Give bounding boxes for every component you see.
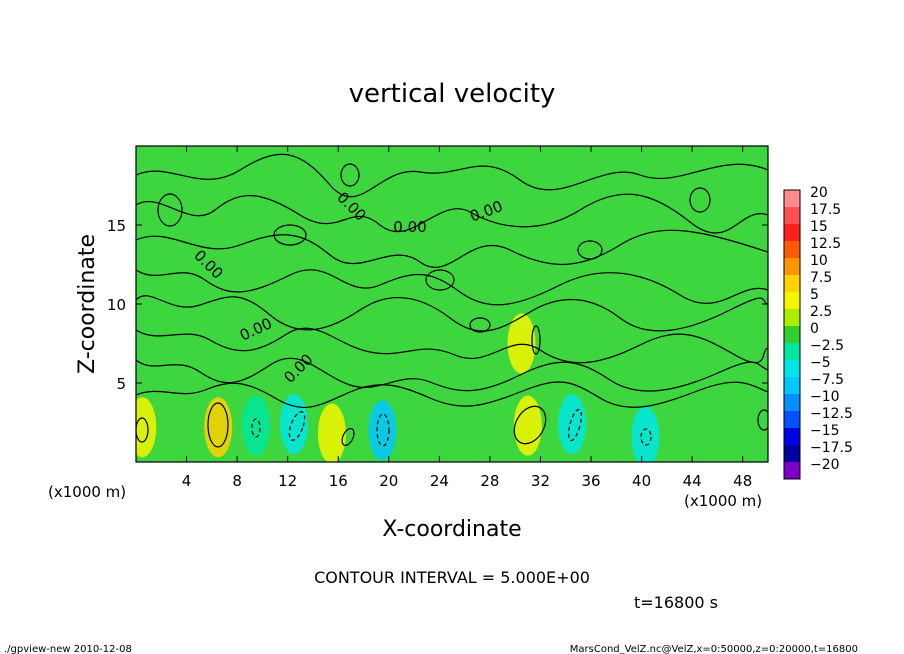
- x-axis-label: X-coordinate: [382, 517, 521, 542]
- colorbar-swatch: [784, 292, 800, 309]
- colorbar-label: −12.5: [810, 406, 853, 422]
- plot-background: [136, 146, 768, 462]
- time-label: t=16800 s: [634, 593, 718, 612]
- velocity-feature: [280, 394, 308, 455]
- velocity-feature: [136, 397, 157, 458]
- colorbar-label: 5: [810, 287, 819, 303]
- colorbar-swatch: [784, 377, 800, 394]
- colorbar-swatch: [784, 462, 800, 479]
- colorbar-label: −7.5: [810, 372, 844, 388]
- velocity-feature: [558, 394, 587, 455]
- velocity-feature: [242, 395, 271, 456]
- colorbar-swatch: [784, 445, 800, 462]
- footer-right: MarsCond_VelZ.nc@VelZ,x=0:50000,z=0:2000…: [570, 644, 858, 654]
- colorbar-label: 15: [810, 219, 828, 235]
- y-tick-label: 15: [107, 217, 126, 235]
- colorbar: 2017.51512.5107.552.50−2.5−5−7.5−10−12.5…: [783, 185, 853, 480]
- footer-left: ./gpview-new 2010-12-08: [4, 644, 132, 654]
- x-axis-unit-right: (x1000 m): [684, 492, 762, 510]
- contour-label: 0.00: [393, 218, 426, 236]
- colorbar-swatch: [784, 241, 800, 258]
- colorbar-label: −10: [810, 389, 840, 405]
- x-tick-label: 24: [430, 472, 449, 490]
- contour-interval: CONTOUR INTERVAL = 5.000E+00: [314, 568, 590, 587]
- colorbar-swatch: [784, 394, 800, 411]
- x-tick-label: 44: [683, 472, 702, 490]
- x-tick-label: 28: [480, 472, 499, 490]
- colorbar-label: 2.5: [810, 304, 832, 320]
- x-axis-unit-left: (x1000 m): [48, 483, 126, 501]
- velocity-feature: [317, 403, 346, 462]
- colorbar-swatch: [784, 360, 800, 377]
- y-axis-label: Z-coordinate: [75, 234, 100, 374]
- colorbar-swatch: [784, 343, 800, 360]
- colorbar-swatch: [784, 190, 800, 207]
- x-tick-label: 8: [232, 472, 242, 490]
- colorbar-label: −5: [810, 355, 831, 371]
- colorbar-swatch: [784, 309, 800, 326]
- colorbar-label: −17.5: [810, 440, 853, 456]
- colorbar-label: −15: [810, 423, 840, 439]
- x-tick-label: 40: [632, 472, 651, 490]
- x-tick-label: 32: [531, 472, 550, 490]
- x-tick-label: 12: [278, 472, 297, 490]
- colorbar-label: 10: [810, 253, 828, 269]
- colorbar-label: 20: [810, 185, 828, 201]
- colorbar-swatch: [784, 326, 800, 343]
- plot-features: [136, 313, 660, 462]
- colorbar-swatch: [784, 275, 800, 292]
- negative-contours: [251, 408, 652, 447]
- y-tick-label: 5: [116, 375, 126, 393]
- colorbar-label: −20: [810, 457, 840, 473]
- x-tick-label: 16: [329, 472, 348, 490]
- velocity-feature: [507, 313, 536, 374]
- colorbar-swatch: [784, 428, 800, 445]
- colorbar-swatch: [784, 224, 800, 241]
- colorbar-swatch: [784, 411, 800, 428]
- colorbar-label: −2.5: [810, 338, 844, 354]
- x-tick-label: 36: [581, 472, 600, 490]
- y-axis: 5 10 15: [107, 217, 768, 393]
- chart-title: vertical velocity: [349, 79, 556, 109]
- x-axis: 4 8 12 16 20 24 28 32 36 40 44 48: [182, 146, 752, 490]
- x-tick-label: 20: [379, 472, 398, 490]
- colorbar-swatch: [784, 258, 800, 275]
- velocity-feature: [631, 406, 660, 462]
- colorbar-label: 7.5: [810, 270, 832, 286]
- colorbar-label: 0: [810, 321, 819, 337]
- y-tick-label: 10: [107, 296, 126, 314]
- colorbar-label: 12.5: [810, 236, 841, 252]
- colorbar-frame: [783, 189, 801, 480]
- colorbar-label: 17.5: [810, 202, 841, 218]
- colorbar-swatch: [784, 207, 800, 224]
- velocity-feature: [368, 400, 397, 461]
- x-tick-label: 4: [182, 472, 192, 490]
- contour-lines: [136, 153, 768, 448]
- x-tick-label: 48: [733, 472, 752, 490]
- velocity-feature: [513, 395, 542, 456]
